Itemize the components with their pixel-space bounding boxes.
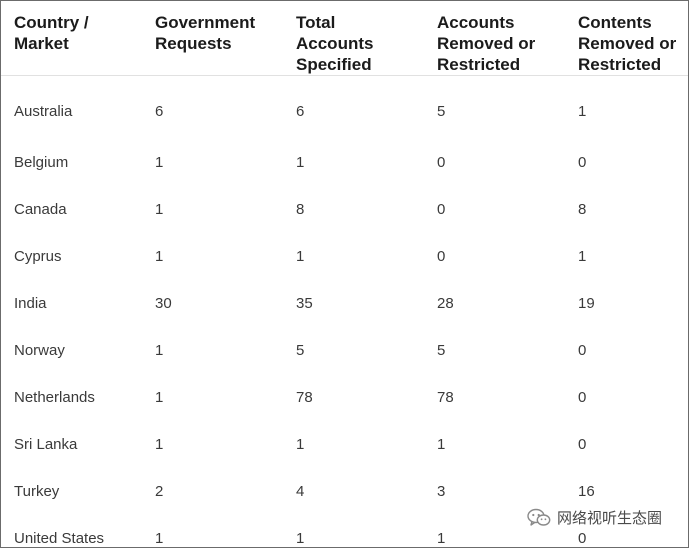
cell-contents-removed: 0 [578,529,587,547]
cell-total-accounts-specified: 1 [296,435,305,453]
cell-country: Netherlands [14,388,95,406]
cell-country: Belgium [14,153,69,171]
header-accounts-removed-or-restricted: Accounts Removed or Restricted [424,1,565,76]
header-line: Removed or [578,34,677,53]
header-line: Market [14,34,69,53]
table-row: Cyprus 1 1 0 1 [1,233,688,280]
header-row: Country / Market Government Requests Tot… [1,1,688,76]
header-government-requests: Government Requests [142,1,283,76]
table-row: Australia 6 6 5 1 [1,76,688,139]
header-line: Government [155,13,256,32]
cell-government-requests: 1 [155,435,164,453]
cell-accounts-removed: 3 [437,482,446,500]
header-line: Removed or [437,34,536,53]
wechat-icon [527,508,551,528]
cell-contents-removed: 1 [578,102,587,120]
cell-contents-removed: 0 [578,341,587,359]
table-row: United States 1 1 1 0 [1,515,688,548]
cell-total-accounts-specified: 78 [296,388,313,406]
cell-contents-removed: 1 [578,247,587,265]
table-header: Country / Market Government Requests Tot… [1,1,688,76]
cell-accounts-removed: 78 [437,388,454,406]
cell-contents-removed: 8 [578,200,587,218]
watermark: 网络视听生态圈 [522,506,666,529]
table-row: Turkey 2 4 3 16 [1,468,688,515]
cell-accounts-removed: 0 [437,153,446,171]
cell-accounts-removed: 0 [437,200,446,218]
header-line: Accounts [437,13,515,32]
table-row: Belgium 1 1 0 0 [1,139,688,186]
header-line: Requests [155,34,232,53]
table-row: Netherlands 1 78 78 0 [1,374,688,421]
cell-total-accounts-specified: 8 [296,200,305,218]
cell-accounts-removed: 5 [437,102,446,120]
cell-accounts-removed: 5 [437,341,446,359]
cell-government-requests: 1 [155,529,164,547]
cell-government-requests: 1 [155,388,164,406]
cell-country: Turkey [14,482,60,500]
cell-country: Norway [14,341,65,359]
cell-accounts-removed: 1 [437,435,446,453]
cell-government-requests: 1 [155,341,164,359]
header-line: Contents [578,13,652,32]
header-line: Country / [14,13,89,32]
cell-country: Australia [14,102,73,120]
cell-government-requests: 2 [155,482,164,500]
table-row: Sri Lanka 1 1 1 0 [1,421,688,468]
header-country-market: Country / Market [1,1,142,76]
cell-total-accounts-specified: 1 [296,247,305,265]
header-line: Restricted [578,55,662,74]
cell-total-accounts-specified: 35 [296,294,313,312]
cell-country: India [14,294,47,312]
header-line: Specified [296,55,372,74]
cell-accounts-removed: 28 [437,294,454,312]
table-row: India 30 35 28 19 [1,280,688,327]
cell-accounts-removed: 0 [437,247,446,265]
cell-total-accounts-specified: 5 [296,341,305,359]
cell-total-accounts-specified: 1 [296,153,305,171]
cell-country: Cyprus [14,247,62,265]
cell-contents-removed: 0 [578,388,587,406]
header-line: Accounts [296,34,374,53]
cell-government-requests: 6 [155,102,164,120]
header-line: Restricted [437,55,521,74]
cell-contents-removed: 0 [578,153,587,171]
cell-contents-removed: 0 [578,435,587,453]
cell-country: Canada [14,200,67,218]
header-total-accounts-specified: Total Accounts Specified [283,1,424,76]
cell-government-requests: 1 [155,200,164,218]
header-line: Total [296,13,336,32]
table-row: Canada 1 8 0 8 [1,186,688,233]
watermark-text: 网络视听生态圈 [556,509,662,527]
table-body: Australia 6 6 5 1 Belgium 1 1 0 0 Canada… [1,76,688,548]
cell-country: United States [14,529,105,547]
table-row: Norway 1 5 5 0 [1,327,688,374]
cell-government-requests: 1 [155,153,164,171]
cell-total-accounts-specified: 1 [296,529,305,547]
header-contents-removed-or-restricted: Contents Removed or Restricted [565,1,688,76]
cell-contents-removed: 16 [578,482,595,500]
cell-total-accounts-specified: 6 [296,102,305,120]
cell-accounts-removed: 1 [437,529,446,547]
cell-government-requests: 30 [155,294,172,312]
cell-total-accounts-specified: 4 [296,482,305,500]
cell-country: Sri Lanka [14,435,78,453]
cell-contents-removed: 19 [578,294,595,312]
cell-government-requests: 1 [155,247,164,265]
